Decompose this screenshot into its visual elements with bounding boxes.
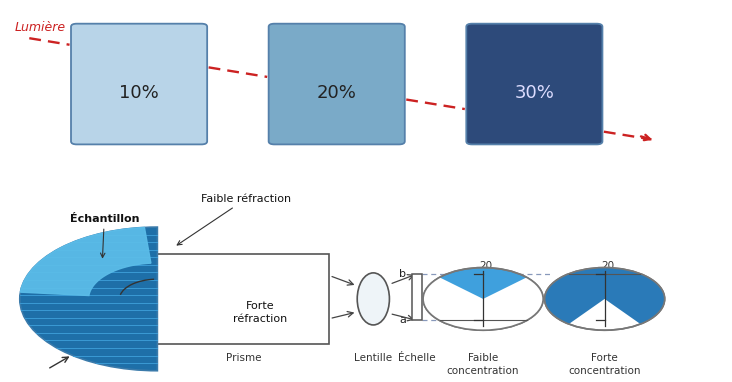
Bar [157, 254, 329, 344]
Circle shape [545, 267, 665, 330]
Text: b: b [399, 269, 406, 279]
Text: Prisme: Prisme [225, 353, 261, 363]
FancyBboxPatch shape [269, 24, 405, 144]
Text: a: a [400, 316, 406, 325]
Wedge shape [20, 227, 157, 371]
Ellipse shape [357, 273, 389, 325]
Text: Faible
concentration: Faible concentration [447, 353, 520, 376]
Text: 20%: 20% [317, 84, 356, 102]
Text: 10%: 10% [119, 84, 159, 102]
Text: Lumière: Lumière [15, 21, 66, 34]
Wedge shape [423, 277, 543, 330]
Circle shape [423, 267, 543, 330]
Text: 20: 20 [479, 262, 493, 272]
Text: Échelle: Échelle [398, 353, 436, 363]
Text: 30%: 30% [515, 84, 554, 102]
Text: Forte
concentration: Forte concentration [568, 353, 641, 376]
FancyBboxPatch shape [466, 24, 602, 144]
FancyBboxPatch shape [71, 24, 207, 144]
Text: 0: 0 [608, 322, 614, 332]
Text: Faible réfraction: Faible réfraction [177, 194, 291, 245]
Text: Échantillon: Échantillon [70, 214, 139, 257]
Bar [412, 274, 422, 320]
Text: 20: 20 [601, 262, 614, 272]
Wedge shape [545, 267, 665, 324]
Text: Lentille: Lentille [354, 353, 392, 363]
Text: 0: 0 [486, 322, 493, 332]
Text: Forte
réfraction: Forte réfraction [234, 301, 288, 324]
Polygon shape [20, 227, 151, 296]
